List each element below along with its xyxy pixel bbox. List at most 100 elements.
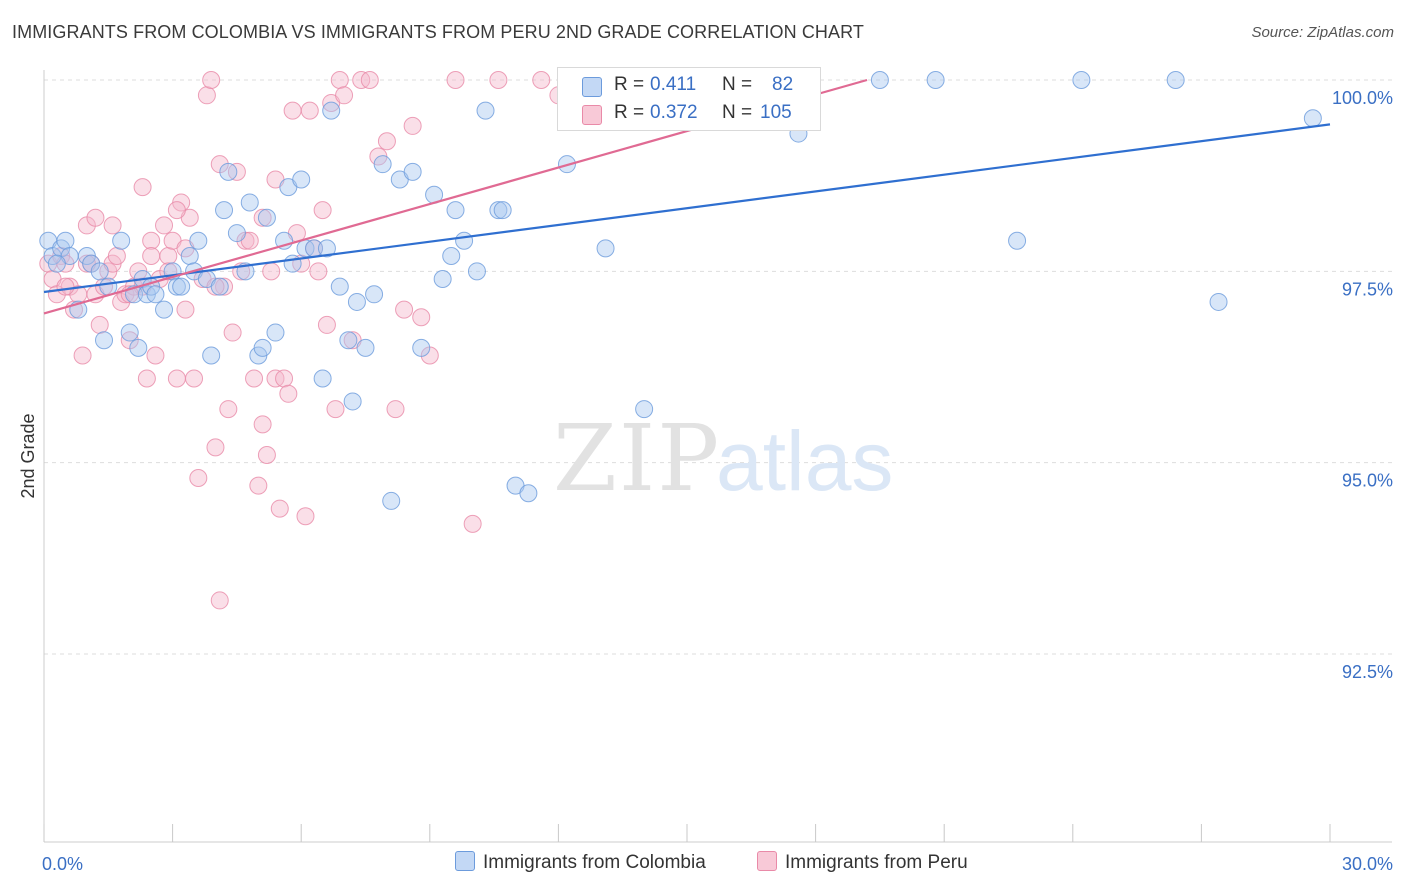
colombia-point: [493, 201, 512, 220]
colombia-swatch: [582, 77, 602, 97]
peru-point: [309, 262, 328, 281]
peru-point: [317, 315, 336, 334]
peru-point: [283, 101, 302, 120]
peru-point: [395, 300, 414, 319]
colombia-point: [330, 277, 349, 296]
colombia-point: [382, 491, 401, 510]
peru-point: [86, 208, 105, 227]
colombia-point: [155, 300, 174, 319]
colombia-point: [202, 346, 221, 365]
peru-point: [335, 86, 354, 105]
colombia-point: [1209, 292, 1228, 311]
peru-point: [313, 201, 332, 220]
colombia-point: [442, 247, 461, 266]
peru-point: [463, 514, 482, 533]
peru-point: [103, 216, 122, 235]
colombia-point: [227, 224, 246, 243]
correlation-legend: R = 0.411 N = 82 R = 0.372 N = 105: [557, 67, 821, 131]
colombia-point: [215, 201, 234, 220]
peru-point: [296, 507, 315, 526]
peru-point: [330, 71, 349, 89]
colombia-point: [266, 323, 285, 342]
tick-labels: 100.0% 97.5% 95.0% 92.5% 0.0% 30.0% 2nd Grade: [18, 88, 1393, 874]
colombia-point: [180, 247, 199, 266]
colombia-point: [292, 170, 311, 189]
peru-point: [377, 132, 396, 151]
peru-swatch: [582, 105, 602, 125]
peru-point: [146, 346, 165, 365]
colombia-point: [146, 285, 165, 304]
colombia-n-label: N =: [722, 74, 753, 95]
colombia-point: [172, 277, 191, 296]
peru-point: [489, 71, 508, 89]
peru-point: [245, 369, 264, 388]
colombia-point: [95, 331, 114, 350]
colombia-point: [373, 155, 392, 174]
colombia-point: [433, 269, 452, 288]
peru-point: [176, 300, 195, 319]
watermark-zip: ZIP: [553, 405, 721, 512]
colombia-point: [412, 338, 431, 357]
colombia-point: [455, 231, 474, 250]
colombia-point: [167, 277, 186, 296]
peru-point: [262, 262, 281, 281]
colombia-point: [120, 323, 139, 342]
y-axis-title: 2nd Grade: [18, 413, 38, 498]
colombia-point: [467, 262, 486, 281]
peru-n-label: N =: [722, 102, 753, 123]
x-tick-label: 0.0%: [42, 854, 83, 874]
peru-point: [210, 591, 229, 610]
colombia-point: [129, 338, 148, 357]
colombia-point: [1008, 231, 1027, 250]
y-tick-label: 95.0%: [1342, 471, 1393, 491]
colombia-point: [635, 400, 654, 419]
peru-point: [107, 247, 126, 266]
gridlines: [44, 79, 1392, 655]
colombia-point: [403, 162, 422, 181]
colombia-legend-icon: [455, 851, 475, 871]
chart-title: IMMIGRANTS FROM COLOMBIA VS IMMIGRANTS F…: [12, 22, 864, 42]
watermark-atlas: atlas: [716, 414, 893, 508]
peru-r-value: 0.372: [650, 102, 698, 123]
colombia-point: [1072, 71, 1091, 89]
peru-point: [446, 71, 465, 89]
colombia-legend-label: Immigrants from Colombia: [483, 852, 706, 873]
colombia-point: [1303, 109, 1322, 128]
peru-point: [532, 71, 551, 89]
colombia-point: [339, 331, 358, 350]
legend-row-peru: R = 0.372 N = 105: [558, 100, 820, 128]
colombia-point: [596, 239, 615, 258]
y-tick-label: 97.5%: [1342, 279, 1393, 299]
peru-point: [300, 101, 319, 120]
colombia-point: [210, 277, 229, 296]
peru-n-value: 105: [760, 102, 792, 123]
colombia-point: [446, 201, 465, 220]
peru-point: [403, 116, 422, 135]
colombia-point: [926, 71, 945, 89]
peru-point: [253, 208, 272, 227]
y-tick-label: 92.5%: [1342, 662, 1393, 682]
peru-point: [167, 201, 186, 220]
colombia-point: [90, 262, 109, 281]
peru-point: [253, 415, 272, 434]
peru-point: [133, 178, 152, 197]
colombia-point: [253, 338, 272, 357]
peru-point: [360, 71, 379, 89]
colombia-point: [317, 239, 336, 258]
colombia-point: [322, 101, 341, 120]
peru-point: [56, 277, 75, 296]
peru-point: [159, 247, 178, 266]
colombia-point: [489, 201, 508, 220]
peru-point: [249, 476, 268, 495]
colombia-point: [519, 484, 538, 503]
colombia-point: [219, 162, 238, 181]
colombia-r-label: R =: [614, 74, 645, 95]
peru-point: [386, 400, 405, 419]
peru-point: [142, 247, 161, 266]
colombia-point: [476, 101, 495, 120]
colombia-point: [112, 231, 131, 250]
peru-point: [223, 323, 242, 342]
peru-r-label: R =: [614, 102, 645, 123]
peru-point: [279, 384, 298, 403]
